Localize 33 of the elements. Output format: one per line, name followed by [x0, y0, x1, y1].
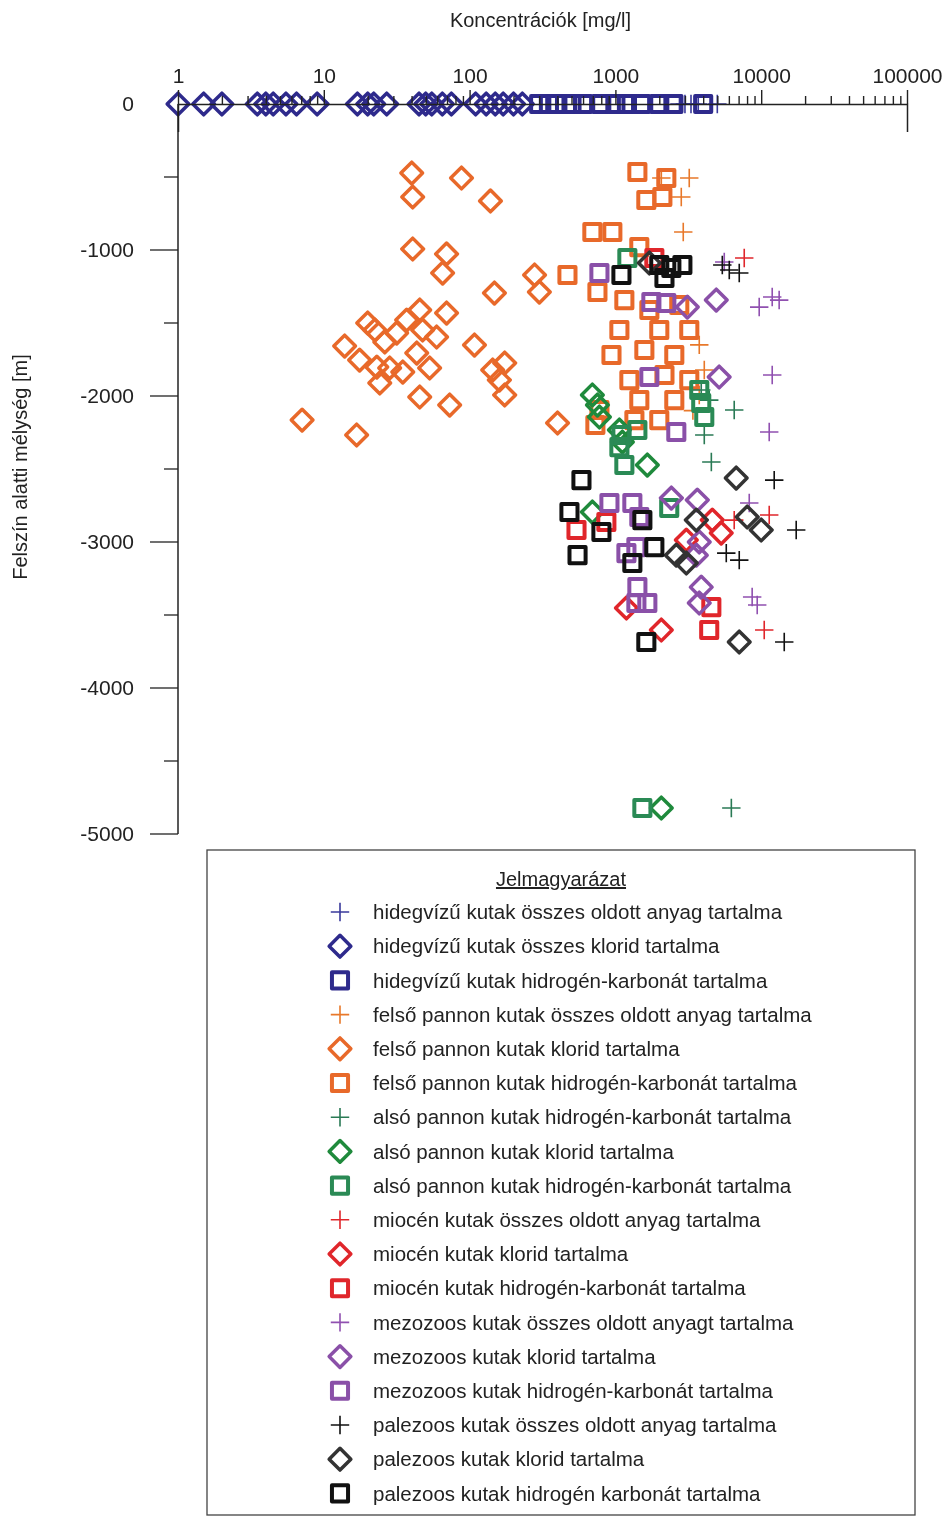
legend-label: mezozoos kutak klorid tartalma	[373, 1344, 657, 1368]
legend-label: miocén kutak hidrogén-karbonát tartalma	[373, 1276, 747, 1300]
x-tick-label: 10	[312, 64, 336, 87]
legend-label: mezozoos kutak összes oldott anyagt tartalma	[373, 1310, 795, 1334]
y-tick-label: -4000	[80, 676, 134, 700]
x-tick-label: 100000	[872, 64, 943, 87]
x-tick-label: 100	[452, 64, 488, 87]
x-tick-label: 1	[172, 64, 185, 87]
legend-label: felső pannon kutak összes oldott anyag tartalma	[373, 1002, 813, 1026]
legend-label: alsó pannon kutak hidrogén-karbonát tartalma	[373, 1173, 792, 1197]
legend-label: miocén kutak klorid tartalma	[373, 1242, 629, 1266]
legend-label: mezozoos kutak hidrogén-karbonát tartalma	[373, 1378, 774, 1402]
legend-label: alsó pannon kutak hidrogén-karbonát tartalma	[373, 1105, 792, 1129]
legend-label: hidegvízű kutak összes klorid tartalma	[373, 934, 720, 958]
legend-title: Jelmagyarázat	[495, 868, 627, 890]
y-tick-label: -1000	[80, 238, 134, 262]
legend-label: miocén kutak összes oldott anyag tartalma	[373, 1207, 762, 1231]
y-axis-title: Felszín alatti mélység [m]	[9, 354, 31, 580]
legend-label: felső pannon kutak klorid tartalma	[373, 1036, 681, 1060]
y-tick-label: -5000	[80, 822, 134, 846]
legend-label: palezoos kutak hidrogén karbonát tartalma	[373, 1481, 762, 1505]
x-tick-label: 1000	[592, 64, 640, 87]
legend-label: hidegvízű kutak hidrogén-karbonát tartalma	[373, 968, 768, 992]
x-axis-title: Koncentrációk [mg/l]	[449, 9, 632, 31]
y-tick-label: -2000	[80, 384, 134, 408]
x-tick-label: 10000	[732, 64, 791, 87]
legend-label: felső pannon kutak hidrogén-karbonát tartalma	[373, 1071, 798, 1095]
legend-label: palezoos kutak összes oldott anyag tartalma	[373, 1413, 777, 1437]
y-tick-label: -3000	[80, 530, 134, 554]
legend-label: hidegvízű kutak összes oldott anyag tartalma	[373, 900, 783, 924]
legend-label: alsó pannon kutak klorid tartalma	[373, 1139, 675, 1163]
y-tick-label: 0	[122, 92, 134, 116]
legend-label: palezoos kutak klorid tartalma	[373, 1447, 645, 1471]
